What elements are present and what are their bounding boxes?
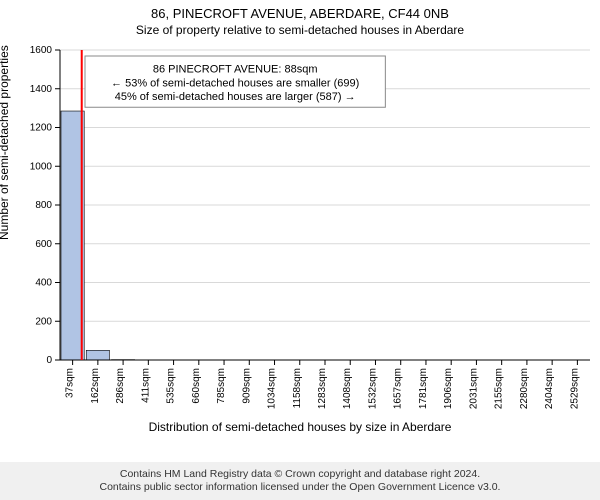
svg-text:2280sqm: 2280sqm: [519, 368, 530, 409]
svg-text:45% of semi-detached houses ar: 45% of semi-detached houses are larger (…: [115, 91, 356, 103]
svg-text:1034sqm: 1034sqm: [267, 368, 278, 409]
footer-line-2: Contains public sector information licen…: [4, 481, 596, 494]
svg-text:1158sqm: 1158sqm: [292, 368, 303, 408]
svg-text:2031sqm: 2031sqm: [468, 368, 479, 409]
svg-text:1600: 1600: [30, 45, 53, 56]
svg-text:86 PINECROFT AVENUE: 88sqm: 86 PINECROFT AVENUE: 88sqm: [153, 64, 318, 76]
chart-title: 86, PINECROFT AVENUE, ABERDARE, CF44 0NB: [0, 0, 600, 21]
svg-text:1532sqm: 1532sqm: [367, 368, 378, 409]
page-root: 86, PINECROFT AVENUE, ABERDARE, CF44 0NB…: [0, 0, 600, 500]
svg-text:2155sqm: 2155sqm: [494, 368, 505, 409]
svg-text:← 53% of semi-detached houses: ← 53% of semi-detached houses are smalle…: [111, 77, 359, 89]
svg-text:600: 600: [35, 239, 52, 250]
copyright-footer: Contains HM Land Registry data © Crown c…: [0, 462, 600, 500]
x-axis-title: Distribution of semi-detached houses by …: [0, 420, 600, 434]
chart-container: 0 200 400 600 800 1000 1200 1400 1600 37sqm 162sqm…: [0, 40, 600, 440]
y-axis-label: Number of semi-detached properties: [0, 45, 11, 240]
svg-text:1781sqm: 1781sqm: [418, 368, 429, 409]
svg-text:1657sqm: 1657sqm: [393, 368, 404, 409]
svg-text:800: 800: [35, 200, 52, 211]
svg-text:2404sqm: 2404sqm: [544, 368, 555, 409]
svg-text:411sqm: 411sqm: [140, 368, 151, 403]
svg-text:1906sqm: 1906sqm: [443, 368, 454, 409]
svg-text:200: 200: [35, 316, 52, 327]
svg-text:785sqm: 785sqm: [216, 368, 227, 404]
svg-text:286sqm: 286sqm: [115, 368, 126, 404]
svg-text:162sqm: 162sqm: [90, 368, 101, 404]
svg-text:535sqm: 535sqm: [166, 368, 177, 404]
svg-text:400: 400: [35, 278, 52, 289]
svg-text:1200: 1200: [30, 123, 53, 134]
svg-text:2529sqm: 2529sqm: [569, 368, 580, 409]
footer-line-1: Contains HM Land Registry data © Crown c…: [4, 468, 596, 481]
svg-text:1000: 1000: [30, 161, 53, 172]
svg-text:37sqm: 37sqm: [65, 368, 76, 398]
svg-text:1400: 1400: [30, 84, 53, 95]
svg-text:1408sqm: 1408sqm: [342, 368, 353, 409]
histogram-chart: 0 200 400 600 800 1000 1200 1400 1600 37sqm 162sqm…: [0, 40, 600, 440]
svg-text:909sqm: 909sqm: [241, 368, 252, 404]
svg-text:0: 0: [46, 355, 52, 366]
svg-text:1283sqm: 1283sqm: [317, 368, 328, 409]
svg-text:660sqm: 660sqm: [191, 368, 202, 404]
chart-subtitle: Size of property relative to semi-detach…: [0, 21, 600, 37]
